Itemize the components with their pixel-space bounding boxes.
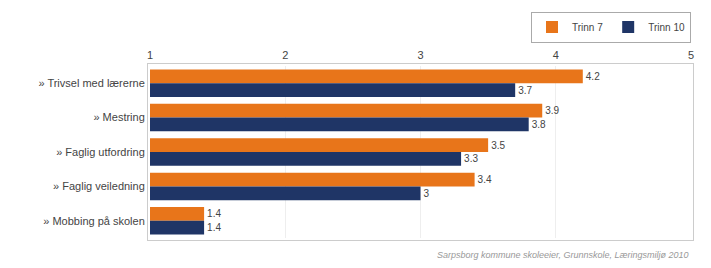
svg-text:» Faglig veiledning: » Faglig veiledning: [53, 180, 145, 192]
svg-text:Trinn 7: Trinn 7: [572, 22, 603, 33]
svg-text:3: 3: [417, 49, 423, 61]
svg-text:5: 5: [688, 49, 694, 61]
svg-text:3.3: 3.3: [464, 153, 478, 164]
svg-text:Sarpsborg kommune skoleeier, G: Sarpsborg kommune skoleeier, Grunnskole,…: [437, 250, 689, 260]
svg-text:3.9: 3.9: [545, 105, 559, 116]
svg-text:3: 3: [424, 188, 430, 199]
svg-text:4: 4: [553, 49, 559, 61]
svg-text:3.4: 3.4: [478, 174, 492, 185]
svg-text:4.2: 4.2: [586, 71, 600, 82]
svg-text:1: 1: [147, 49, 153, 61]
svg-text:1.4: 1.4: [207, 222, 221, 233]
svg-text:» Trivsel med lærerne: » Trivsel med lærerne: [38, 77, 144, 89]
svg-text:2: 2: [282, 49, 288, 61]
svg-text:» Mobbing på skolen: » Mobbing på skolen: [43, 215, 145, 227]
svg-text:Trinn 10: Trinn 10: [648, 22, 685, 33]
svg-text:3.7: 3.7: [518, 85, 532, 96]
svg-text:3.8: 3.8: [532, 119, 546, 130]
svg-text:1.4: 1.4: [207, 208, 221, 219]
svg-text:3.5: 3.5: [491, 140, 505, 151]
svg-text:» Mestring: » Mestring: [93, 111, 144, 123]
svg-text:» Faglig utfordring: » Faglig utfordring: [56, 146, 145, 158]
